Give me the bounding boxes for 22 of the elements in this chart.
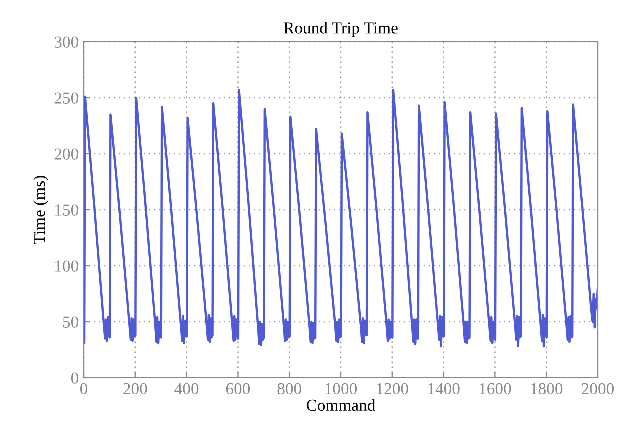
x-tick-label: 600 (226, 383, 250, 395)
y-tick-label: 250 (54, 92, 79, 104)
x-tick-label: 400 (174, 383, 199, 395)
y-tick-label: 100 (56, 260, 79, 272)
x-tick-label: 1400 (428, 383, 460, 395)
x-tick-label: 2000 (582, 383, 614, 395)
y-tick-label: 200 (54, 148, 79, 160)
x-tick-label: 0 (80, 383, 88, 395)
x-tick-label: 800 (278, 383, 302, 395)
y-tick-label: 0 (71, 372, 79, 384)
x-tick-label: 1000 (326, 383, 358, 395)
x-tick-label: 1600 (480, 383, 512, 395)
chart-title: Round Trip Time (284, 22, 398, 38)
y-tick-label: 300 (54, 36, 79, 48)
y-tick-label: 150 (56, 204, 79, 216)
y-tick-label: 50 (63, 316, 79, 328)
y-axis-title: Time (ms) (33, 176, 49, 244)
x-tick-label: 1200 (377, 383, 408, 395)
x-tick-label: 1800 (531, 383, 563, 395)
line-series (84, 89, 598, 348)
x-tick-label: 200 (124, 383, 148, 395)
x-axis-title: Command (306, 399, 376, 412)
